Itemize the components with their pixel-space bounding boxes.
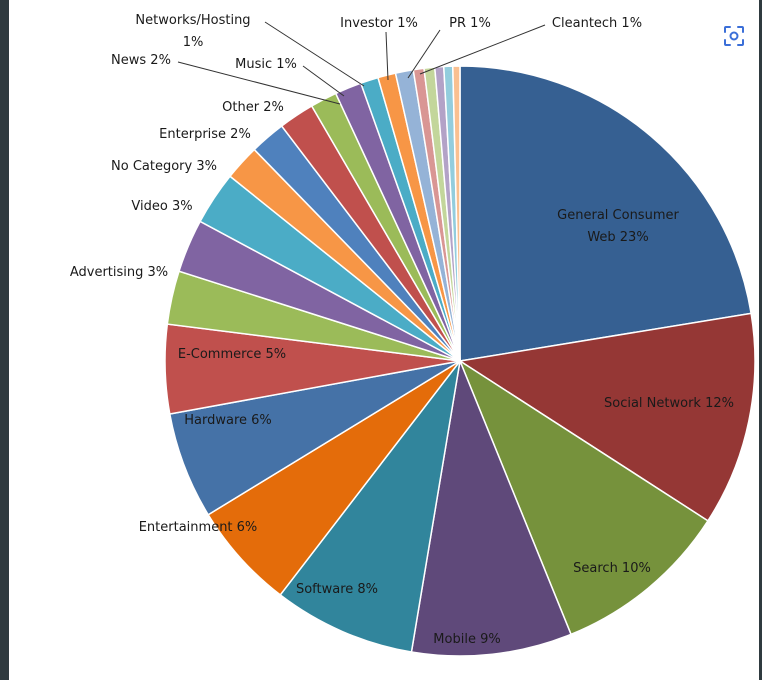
slice-label-mobile: Mobile 9% [433, 632, 500, 647]
lens-icon[interactable] [720, 22, 748, 50]
leader-line [419, 24, 546, 75]
leader-line [302, 65, 345, 97]
leader-line [385, 31, 389, 81]
slice-label-other: Other 2% [222, 100, 284, 115]
leader-line [177, 61, 341, 105]
slice-label-hardware: Hardware 6% [184, 413, 272, 428]
slice-label-social-network: Social Network 12% [604, 396, 734, 411]
slice-label-search: Search 10% [573, 561, 651, 576]
slice-label-video: Video 3% [131, 199, 192, 214]
leader-line [264, 21, 365, 87]
slice-label-pr: PR 1% [449, 16, 491, 31]
slice-label-software: Software 8% [296, 582, 378, 597]
slice-label-general-consumer-web: General Consumer Web 23% [557, 208, 679, 245]
slice-label-investor: Investor 1% [340, 16, 418, 31]
pie-slice-search [458, 359, 709, 636]
window-edge-right [759, 0, 762, 680]
slice-label-no-category: No Category 3% [111, 159, 217, 174]
slice-label-networks-hosting: Networks/Hosting 1% [135, 13, 250, 50]
pie-slice-software [279, 360, 461, 653]
pie-slice-general-consumer-web [459, 65, 752, 362]
slice-label-entertainment: Entertainment 6% [139, 520, 258, 535]
slice-label-e-commerce: E-Commerce 5% [178, 347, 286, 362]
slice-label-music: Music 1% [235, 57, 297, 72]
slice-label-cleantech: Cleantech 1% [552, 16, 642, 31]
slice-label-news: News 2% [111, 53, 171, 68]
pie-slice-mobile [410, 358, 572, 657]
slice-label-enterprise: Enterprise 2% [159, 127, 251, 142]
pie-slice-unlabeled-23 [452, 65, 461, 362]
pie-slice-social-network [457, 312, 756, 522]
window-edge-left [0, 0, 9, 680]
slice-label-advertising: Advertising 3% [70, 265, 168, 280]
leader-line [407, 29, 441, 79]
